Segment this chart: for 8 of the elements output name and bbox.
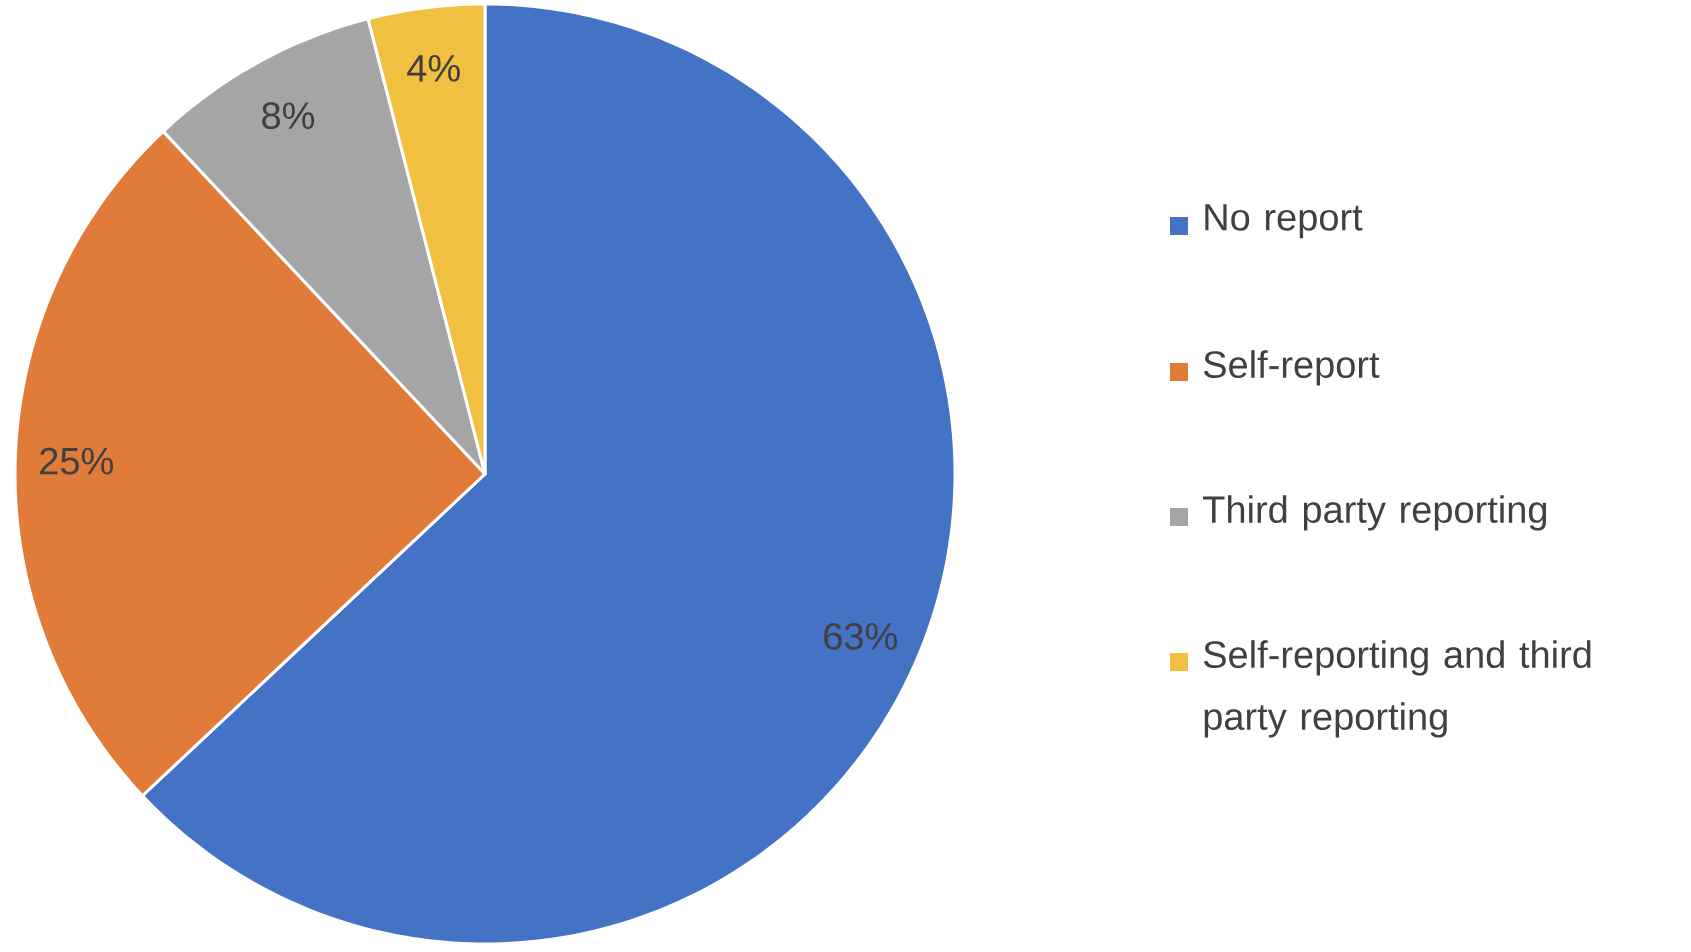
data-label: 8% <box>262 102 315 130</box>
legend-label: No report <box>1205 204 1363 239</box>
data-label: 25% <box>40 447 113 475</box>
data-label: 63% <box>824 622 897 650</box>
legend-label: Self-reporting and third party reporting <box>1203 640 1591 738</box>
data-label: 4% <box>407 55 460 82</box>
legend-label: Third party reporting <box>1203 495 1547 531</box>
legend-label: Self-report <box>1203 350 1380 386</box>
